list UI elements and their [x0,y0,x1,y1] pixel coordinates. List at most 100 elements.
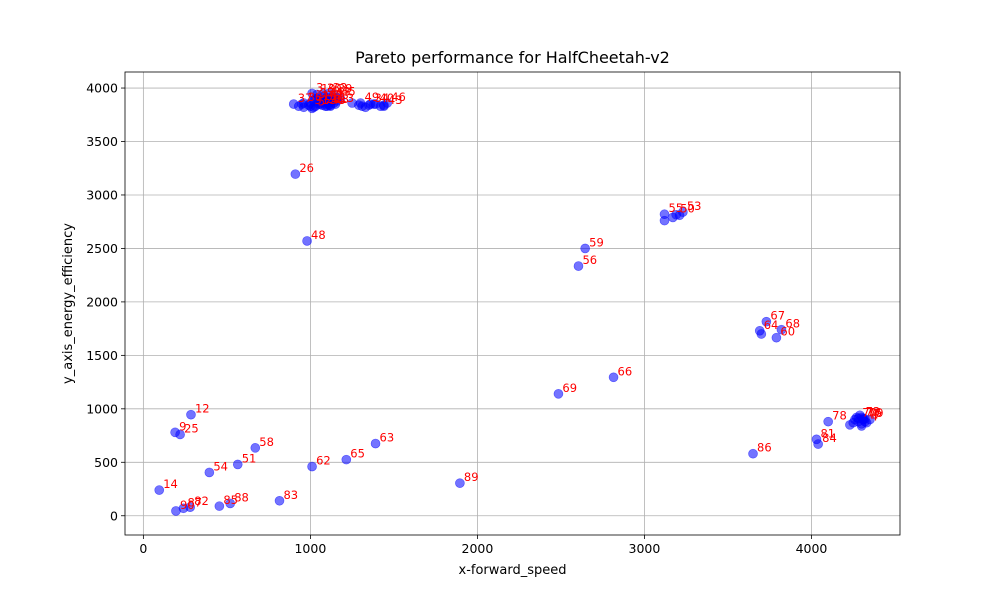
scatter-point [302,236,312,246]
point-label: 59 [589,235,604,249]
point-label: 26 [299,161,314,175]
scatter-point [379,101,389,112]
y-tick-label: 3500 [86,134,118,149]
data-points [154,88,875,516]
scatter-point [823,416,833,427]
point-label: 12 [195,402,210,416]
point-label: 23 [334,92,349,106]
y-tick-label: 3000 [86,187,118,202]
scatter-point [186,409,196,420]
point-label: 25 [184,421,199,435]
point-label: 87 [187,495,202,509]
scatter-point [860,414,870,424]
scatter-point [659,215,670,226]
scatter-point [553,389,564,399]
point-label: 30 [327,81,342,95]
point-label: 55 [668,201,683,215]
point-label: 15 [323,89,338,103]
y-tick-label: 2000 [86,294,118,309]
point-label: 65 [350,447,365,461]
point-label: 4 [871,410,878,424]
point-label: 67 [770,309,785,323]
point-label: 78 [832,409,847,423]
point-label: 58 [259,435,274,449]
point-label: 82 [194,494,209,508]
point-label: 84 [822,431,837,445]
point-label: 49 [365,90,380,104]
point-label: 90 [180,498,195,512]
x-tick-label: 0 [139,541,147,556]
scatter-point [298,98,309,108]
point-label: 63 [380,431,395,445]
x-tick-label: 3000 [629,541,661,556]
y-tick-label: 500 [94,455,118,470]
point-label: 83 [283,488,298,502]
y-axis-label: y_axis_energy_efficiency [61,223,76,384]
point-label: 37 [298,91,313,105]
point-label: 62 [316,454,331,468]
scatter-point [580,243,590,254]
scatter-point [307,461,317,472]
point-label: 33 [333,80,348,94]
scatter-point [776,324,787,335]
scatter-point [290,169,301,179]
point-label: 66 [618,364,633,378]
point-label: 50 [680,202,695,216]
point-label: 41 [329,86,344,100]
scatter-point [455,478,465,488]
x-tick-label: 4000 [796,541,828,556]
scatter-point [761,316,772,327]
point-label: 13 [339,91,354,105]
point-label: 35 [319,86,334,100]
scatter-point [250,443,261,453]
plot-frame [124,71,901,536]
grid [125,72,900,535]
point-label: 2 [336,88,343,102]
scatter-point [370,438,381,449]
point-label: 3 [316,80,323,94]
point-label: 20 [326,92,341,106]
point-label: 46 [391,90,406,104]
point-label: 48 [311,228,326,242]
scatter-point [225,498,236,509]
scatter-point [573,261,584,271]
point-label: 86 [757,441,772,455]
point-label: 43 [388,93,403,107]
scatter-point [308,102,319,113]
scatter-point [185,502,195,512]
point-label: 54 [213,459,228,473]
point-label: 53 [687,199,702,213]
point-label: 69 [562,381,577,395]
scatter-point [175,429,185,440]
y-tick-label: 4000 [86,81,118,96]
point-label: 19 [321,81,336,95]
scatter-point [232,459,243,470]
scatter-point [756,329,767,339]
point-label: 56 [582,253,597,267]
scatter-point [341,454,352,465]
point-label: 34 [375,91,390,105]
point-label: 60 [780,325,795,339]
scatter-point [678,207,688,217]
point-label: 6 [333,90,340,104]
point-label: 43 [336,85,351,99]
y-tick-label: 1000 [86,401,118,416]
point-label: 51 [242,451,257,465]
scatter-point [322,101,332,112]
point-label: 34 [329,93,344,107]
y-tick-label: 1500 [86,348,118,363]
point-label: 9 [179,419,186,433]
chart-title: Pareto performance for HalfCheetah-v2 [355,48,670,67]
point-label: 70 [862,405,877,419]
point-label: 39 [338,81,353,95]
scatter-point [274,495,285,506]
scatter-point [154,485,165,495]
x-tick-label: 1000 [294,541,326,556]
scatter-point [214,501,225,511]
scatter-point [204,467,215,478]
point-label: 64 [764,318,779,332]
point-label: 76 [867,405,882,419]
